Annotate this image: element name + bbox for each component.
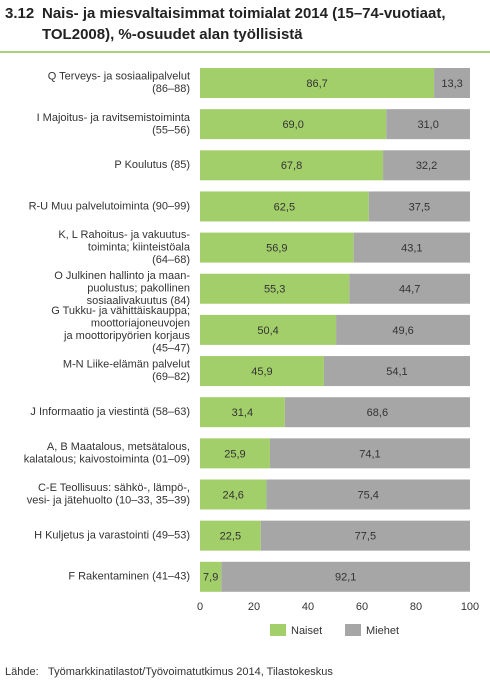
bar-segment xyxy=(200,109,387,140)
value-label: 24,6 xyxy=(222,489,243,501)
value-label: 45,9 xyxy=(251,366,272,378)
y-tick-label: J Informaatio ja viestintä (58–63) xyxy=(30,406,190,418)
value-label: 49,6 xyxy=(392,325,413,337)
x-tick-label: 60 xyxy=(356,601,368,613)
y-tick-label: (64–68) xyxy=(152,254,190,266)
bar-segment xyxy=(353,232,470,263)
value-label: 43,1 xyxy=(401,243,422,255)
value-label: 86,7 xyxy=(306,78,327,90)
y-tick-label: I Majoitus- ja ravitsemistoiminta xyxy=(37,112,191,124)
bar-segment xyxy=(349,273,470,304)
value-label: 32,2 xyxy=(416,160,437,172)
y-tick-label: G Tukku- ja vähittäiskauppa; xyxy=(51,305,190,317)
y-tick-label: kalatalous; kaivostoiminta (01–09) xyxy=(24,454,190,466)
value-label: 68,6 xyxy=(367,407,388,419)
bar-segment xyxy=(200,273,350,304)
bar-segment xyxy=(368,191,470,222)
y-tick-label: Q Terveys- ja sosiaalipalvelut xyxy=(48,71,190,83)
bar-segment xyxy=(260,520,470,551)
x-tick-label: 80 xyxy=(410,601,422,613)
y-tick-label: ja moottoripyörien korjaus xyxy=(63,330,190,342)
value-label: 13,3 xyxy=(441,78,462,90)
y-tick-label: (45–47) xyxy=(152,343,190,355)
source: Työmarkkinatilastot/Työvoimatutkimus 201… xyxy=(48,666,333,678)
bar-segment xyxy=(434,68,470,98)
x-tick-label: 40 xyxy=(302,601,314,613)
y-tick-label: (55–56) xyxy=(152,124,190,136)
value-label: 37,5 xyxy=(409,201,430,213)
bar-segment xyxy=(386,109,470,140)
bar-segment xyxy=(383,150,470,181)
legend-swatch xyxy=(345,624,361,636)
value-label: 62,5 xyxy=(274,201,295,213)
bar-segment xyxy=(200,356,324,387)
y-tick-label: A, B Maatalous, metsätalous, xyxy=(47,441,190,453)
y-tick-label: R-U Muu palvelutoiminta (90–99) xyxy=(29,200,190,212)
chart-number: 3.12 xyxy=(5,5,34,22)
chart-title: Nais- ja miesvaltaisimmat toimialat 2014… xyxy=(42,5,446,22)
x-tick-label: 20 xyxy=(248,601,260,613)
value-label: 7,9 xyxy=(203,572,218,584)
y-tick-label: sosiaalivakuutus (84) xyxy=(87,295,190,307)
legend-swatch xyxy=(270,624,286,636)
value-label: 69,0 xyxy=(282,119,303,131)
y-tick-label: F Rakentaminen (41–43) xyxy=(68,571,190,583)
bar-segment xyxy=(200,520,261,551)
value-label: 54,1 xyxy=(386,366,407,378)
chart-title: TOL2008), %-osuudet alan työllisistä xyxy=(42,26,303,43)
value-label: 25,9 xyxy=(224,448,245,460)
y-tick-label: toiminta; kiinteistöala xyxy=(88,242,191,254)
bar-segment xyxy=(200,438,270,469)
y-tick-label: puolustus; pakollinen xyxy=(87,283,190,295)
y-tick-label: moottoriajoneuvojen xyxy=(91,318,190,330)
y-tick-label: O Julkinen hallinto ja maan- xyxy=(54,270,190,282)
value-label: 74,1 xyxy=(359,448,380,460)
y-tick-label: C-E Teollisuus: sähkö-, lämpö-, xyxy=(38,482,190,494)
bar-segment xyxy=(200,150,384,181)
legend-label: Miehet xyxy=(366,625,399,637)
bar-segment xyxy=(200,479,267,510)
value-label: 50,4 xyxy=(257,325,278,337)
value-label: 44,7 xyxy=(399,284,420,296)
y-tick-label: H Kuljetus ja varastointi (49–53) xyxy=(34,530,190,542)
bar-segment xyxy=(200,561,222,592)
bar-segment xyxy=(284,397,470,428)
value-label: 31,4 xyxy=(232,407,253,419)
bar-segment xyxy=(221,561,470,592)
bar-segment xyxy=(336,314,470,345)
value-label: 55,3 xyxy=(264,284,285,296)
source-label: Lähde: xyxy=(5,666,39,678)
y-tick-label: P Koulutus (85) xyxy=(114,159,190,171)
value-label: 56,9 xyxy=(266,243,287,255)
y-tick-label: vesi- ja jätehuolto (10–33, 35–39) xyxy=(27,495,190,507)
bar-segment xyxy=(269,438,470,469)
x-tick-label: 100 xyxy=(461,601,479,613)
y-tick-label: M-N Liike-elämän palvelut xyxy=(63,359,190,371)
bar-segment xyxy=(266,479,470,510)
bar-segment xyxy=(200,232,354,263)
value-label: 67,8 xyxy=(281,160,302,172)
x-tick-label: 0 xyxy=(197,601,203,613)
y-tick-label: (86–88) xyxy=(152,83,190,95)
value-label: 75,4 xyxy=(357,489,378,501)
bar-segment xyxy=(323,356,470,387)
y-tick-label: K, L Rahoitus- ja vakuutus- xyxy=(58,229,190,241)
bar-segment xyxy=(200,191,369,222)
value-label: 31,0 xyxy=(417,119,438,131)
legend-label: Naiset xyxy=(291,625,322,637)
bar-segment xyxy=(200,314,337,345)
value-label: 77,5 xyxy=(355,531,376,543)
bar-segment xyxy=(200,397,285,428)
value-label: 22,5 xyxy=(220,531,241,543)
bar-segment xyxy=(200,68,435,98)
y-tick-label: (69–82) xyxy=(152,371,190,383)
value-label: 92,1 xyxy=(335,572,356,584)
